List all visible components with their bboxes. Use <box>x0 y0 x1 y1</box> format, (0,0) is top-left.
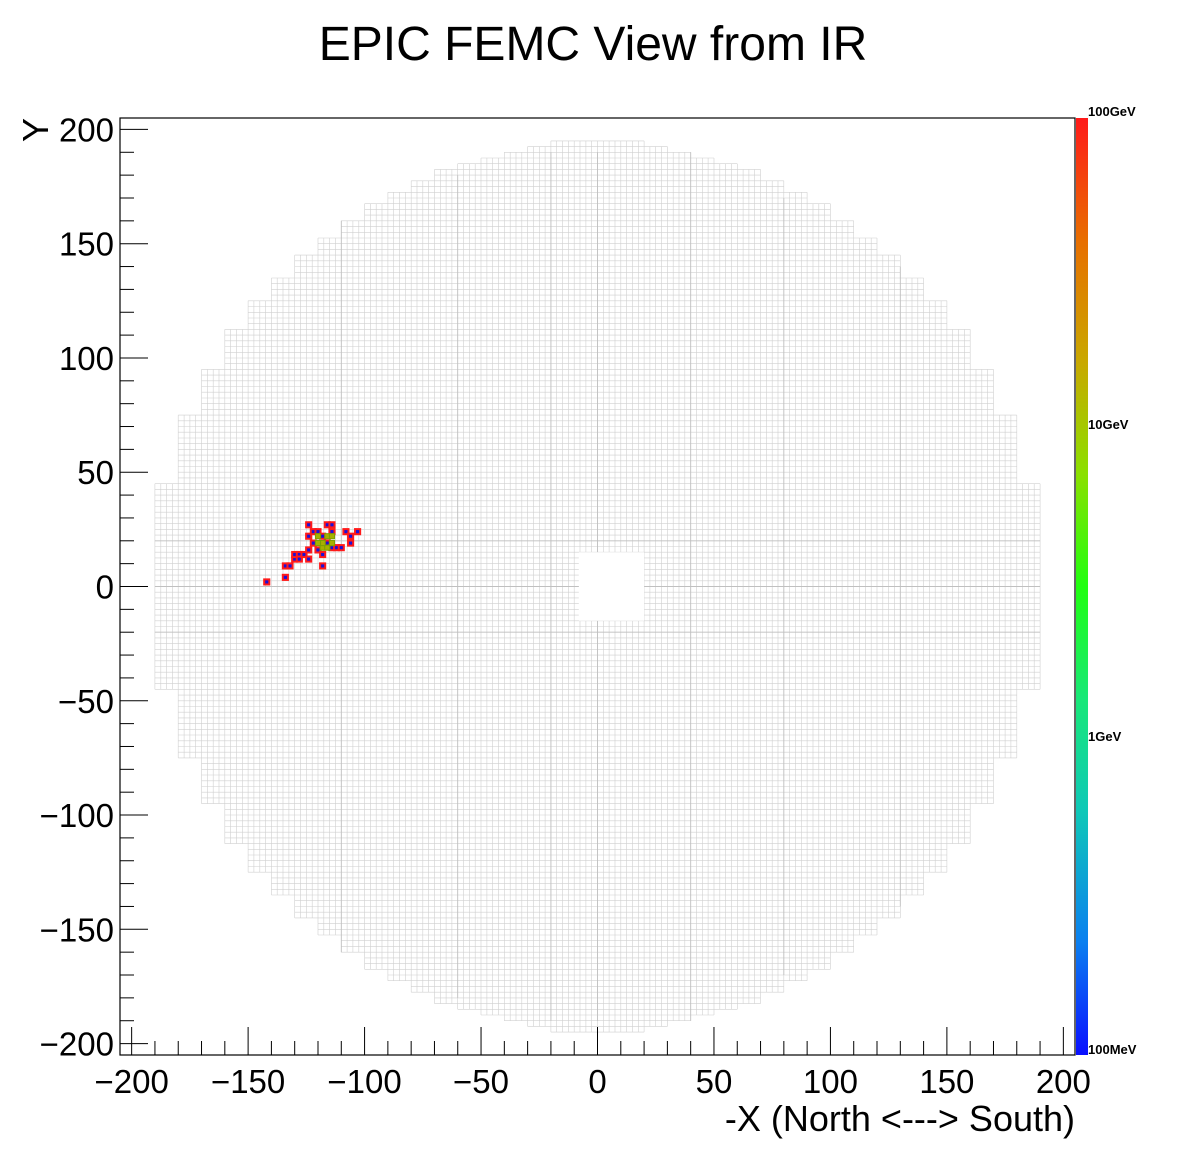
hit-cell <box>305 555 313 563</box>
x-tick-label: −150 <box>211 1063 285 1100</box>
hit-cell <box>305 546 313 554</box>
y-tick-label: 150 <box>59 226 114 263</box>
y-tick-label: −100 <box>40 797 114 834</box>
x-tick-label: 50 <box>696 1063 733 1100</box>
hit-cell <box>347 532 355 540</box>
hit-cell <box>263 578 271 586</box>
energy-hits <box>263 521 362 586</box>
x-tick-label: −50 <box>453 1063 509 1100</box>
x-axis-ticks: −200 −150 −100 −50 0 50 100 150 200 <box>94 1027 1091 1100</box>
x-tick-label: 150 <box>919 1063 974 1100</box>
hit-cell <box>354 528 362 536</box>
colorbar <box>1076 118 1088 1055</box>
x-tick-label: 200 <box>1036 1063 1091 1100</box>
y-axis-label: Y <box>15 118 56 142</box>
hit-cell <box>305 521 313 529</box>
y-tick-label: −150 <box>40 911 114 948</box>
y-tick-label: 50 <box>77 454 114 491</box>
y-tick-label: −50 <box>58 683 114 720</box>
y-tick-label: 0 <box>96 569 114 606</box>
hit-cell <box>324 544 331 551</box>
hit-cell <box>286 562 294 570</box>
hit-cell <box>319 562 327 570</box>
chart-title: EPIC FEMC View from IR <box>319 18 868 71</box>
colorbar-label-100gev: 100GeV <box>1088 104 1136 119</box>
x-tick-label: 0 <box>588 1063 606 1100</box>
beam-hole <box>578 552 645 621</box>
y-axis-ticks: −200 −150 −100 −50 0 50 100 150 200 <box>40 111 148 1063</box>
x-tick-label: 100 <box>803 1063 858 1100</box>
x-axis-label: -X (North <---> South) <box>725 1098 1075 1139</box>
colorbar-label-100mev: 100MeV <box>1088 1042 1137 1057</box>
hit-cell <box>314 533 322 540</box>
hit-cell <box>281 573 289 581</box>
hit-cell <box>319 550 327 559</box>
hit-cell <box>295 555 303 563</box>
hit-cell <box>342 528 350 536</box>
hit-cell <box>305 532 313 540</box>
hit-cell <box>300 550 308 559</box>
y-tick-label: −200 <box>40 1026 114 1063</box>
module-boundaries <box>154 152 1041 1021</box>
hit-cell <box>337 544 345 552</box>
hit-cell <box>328 533 336 540</box>
x-tick-label: −100 <box>327 1063 401 1100</box>
hit-cell <box>314 540 322 547</box>
colorbar-label-10gev: 10GeV <box>1088 417 1129 432</box>
y-tick-label: 200 <box>59 111 114 148</box>
hit-cell <box>328 521 336 529</box>
hit-cell <box>328 540 336 547</box>
hit-cell <box>347 539 355 547</box>
colorbar-label-1gev: 1GeV <box>1088 729 1122 744</box>
x-tick-label: −200 <box>94 1063 168 1100</box>
y-tick-label: 100 <box>59 340 114 377</box>
